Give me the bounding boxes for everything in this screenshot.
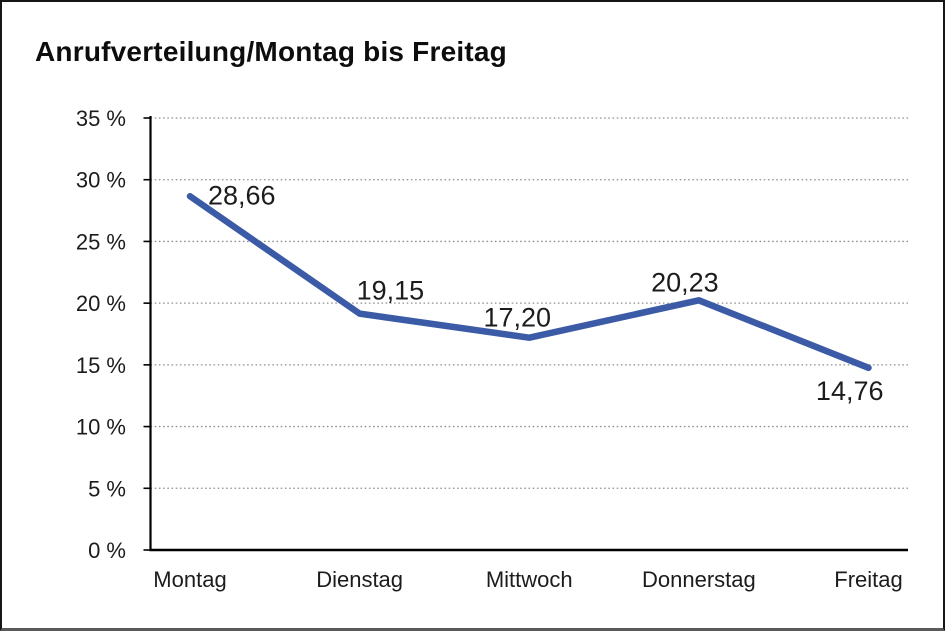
- x-tick-label: Mittwoch: [486, 567, 573, 592]
- y-tick-label: 5 %: [88, 476, 126, 501]
- data-point-label: 19,15: [357, 276, 425, 306]
- x-tick-label: Donnerstag: [642, 567, 756, 592]
- y-tick-label: 15 %: [76, 353, 126, 378]
- x-tick-label: Dienstag: [316, 567, 403, 592]
- x-tick-label: Freitag: [834, 567, 902, 592]
- y-tick-label: 0 %: [88, 538, 126, 563]
- y-tick-label: 10 %: [76, 415, 126, 440]
- data-point-label: 20,23: [651, 267, 719, 297]
- y-tick-label: 20 %: [76, 291, 126, 316]
- chart-title: Anrufverteilung/Montag bis Freitag: [35, 36, 507, 67]
- y-tick-label: 35 %: [76, 106, 126, 131]
- data-point-label: 28,66: [208, 180, 276, 210]
- x-tick-label: Montag: [153, 567, 226, 592]
- data-point-label: 17,20: [483, 303, 551, 333]
- data-point-label: 14,76: [816, 376, 884, 406]
- data-line: [186, 193, 872, 372]
- y-tick-label: 25 %: [76, 229, 126, 254]
- y-tick-label: 30 %: [76, 168, 126, 193]
